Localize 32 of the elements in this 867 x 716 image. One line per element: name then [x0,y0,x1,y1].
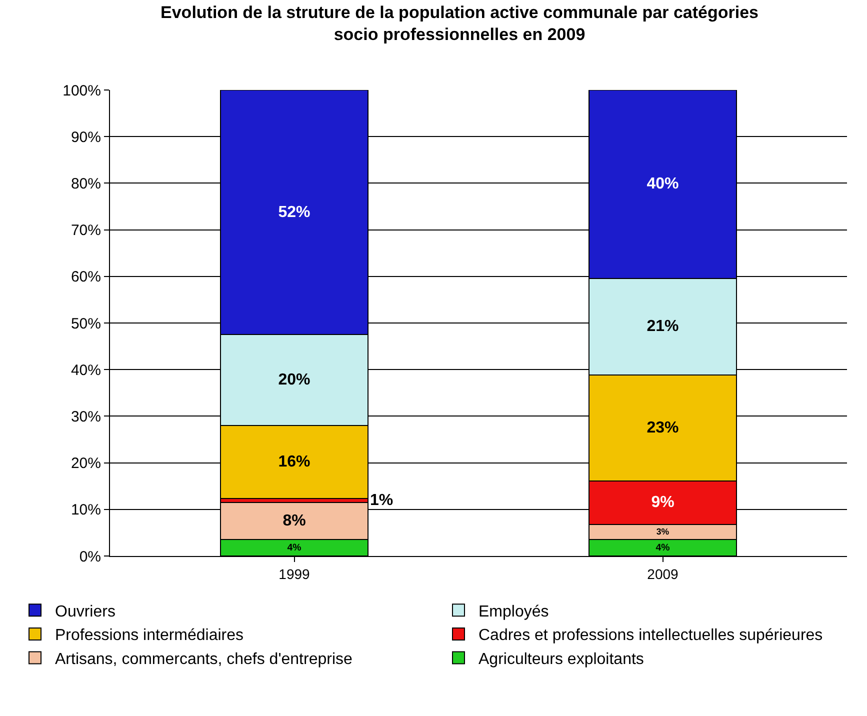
data-label: 9% [651,494,674,512]
legend-label: Agriculteurs exploitants [478,651,644,668]
legend-label: Ouvriers [55,603,116,620]
legend-label: Employés [478,603,549,620]
y-tick-label: 90% [70,128,101,146]
data-label: 20% [278,372,310,389]
data-label: 23% [646,420,679,437]
x-tick-label: 2009 [647,566,679,582]
y-tick-label: 100% [62,82,101,100]
y-tick-label: 20% [70,455,101,472]
data-label: 40% [646,176,679,193]
data-label: 4% [656,542,670,554]
legend-label: Cadres et professions intellectuelles supérieures [478,627,823,644]
data-label: 8% [282,512,306,530]
y-tick-label: 10% [70,502,101,519]
y-tick-label: 50% [70,315,101,332]
chart-title: Evolution de la struture de la population active communale par catégories socio professionnelles en 2009 [160,2,758,44]
data-label: 4% [287,542,302,554]
data-label: 16% [278,454,310,471]
y-tick-label: 0% [79,548,101,566]
y-tick-label: 80% [70,175,101,192]
y-tick-label: 40% [70,362,101,379]
y-tick-label: 30% [70,408,101,426]
x-tick-label: 1999 [278,566,310,582]
y-tick-label: 70% [70,222,101,240]
data-label: 3% [656,526,670,536]
data-label: 1% [370,492,394,509]
data-label: 21% [646,318,679,336]
data-label: 52% [278,204,310,221]
y-tick-label: 60% [70,268,101,286]
legend-label: Professions intermédiaires [55,627,244,644]
legend-label: Artisans, commercants, chefs d'entreprise [55,651,352,668]
